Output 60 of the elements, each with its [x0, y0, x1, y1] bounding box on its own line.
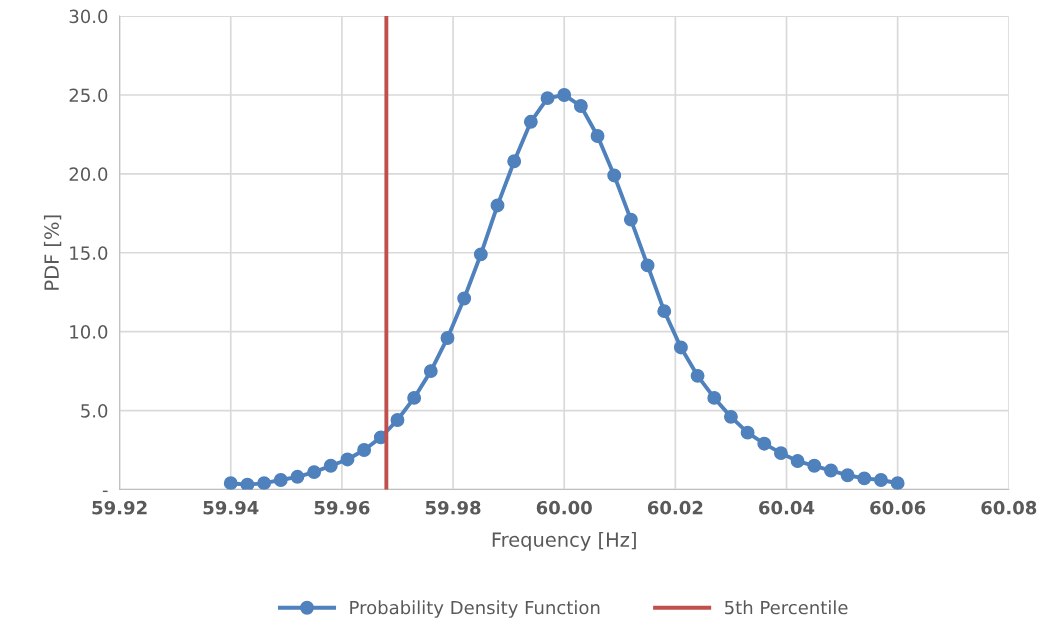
point — [623, 212, 638, 227]
point — [273, 473, 288, 487]
point — [857, 471, 872, 486]
x-tick-label: 59.98 — [425, 500, 481, 515]
point — [590, 129, 605, 143]
y-tick-label: 10.0 — [70, 325, 108, 339]
point — [790, 454, 805, 468]
point — [290, 469, 305, 484]
point — [240, 477, 255, 490]
point — [223, 476, 238, 490]
point — [690, 368, 705, 383]
x-tick-label: 60.04 — [759, 500, 815, 515]
y-tick-label: 15.0 — [70, 246, 108, 260]
point — [507, 154, 522, 169]
point — [890, 476, 905, 490]
y-tick-label: 20.0 — [69, 167, 108, 181]
point — [357, 443, 372, 457]
point — [607, 168, 622, 183]
point — [707, 390, 722, 405]
y-tick-label: 30.0 — [69, 9, 108, 24]
legend-label: 5th Percentile — [725, 600, 848, 615]
point — [523, 114, 538, 129]
y-tick-label: 25.0 — [69, 88, 108, 103]
x-axis-title: Frequency [Hz] — [492, 531, 636, 551]
point — [807, 458, 822, 473]
y-axis-title: PDF [%] — [43, 215, 62, 290]
x-tick-label: 60.02 — [647, 500, 703, 515]
point — [440, 331, 455, 345]
point — [824, 463, 838, 478]
point — [757, 436, 772, 451]
point — [340, 452, 355, 467]
point — [540, 91, 555, 106]
point — [490, 198, 505, 213]
point — [323, 458, 338, 473]
x-tick-label: 59.96 — [314, 500, 370, 515]
point — [473, 247, 488, 262]
point — [640, 258, 655, 273]
point — [773, 446, 788, 461]
y-tick-label: 5.0 — [81, 404, 108, 418]
x-tick-label: 60.00 — [536, 500, 592, 515]
point — [257, 476, 272, 490]
x-tick-label: 59.94 — [203, 500, 259, 515]
point — [573, 99, 588, 113]
point — [840, 468, 855, 483]
point — [423, 364, 438, 379]
point — [457, 291, 472, 306]
y-tick-label: - — [102, 490, 108, 493]
point — [723, 409, 738, 424]
point — [657, 304, 672, 319]
x-tick-label: 60.06 — [870, 500, 926, 515]
point — [557, 88, 572, 102]
point — [740, 425, 755, 440]
x-tick-label: 60.08 — [981, 500, 1037, 515]
point — [673, 340, 688, 355]
point — [874, 473, 888, 487]
legend-label: Probability Density Function — [350, 600, 600, 618]
x-tick-label: 59.92 — [92, 500, 147, 515]
point — [390, 413, 405, 427]
point — [407, 390, 422, 405]
point — [307, 465, 322, 480]
